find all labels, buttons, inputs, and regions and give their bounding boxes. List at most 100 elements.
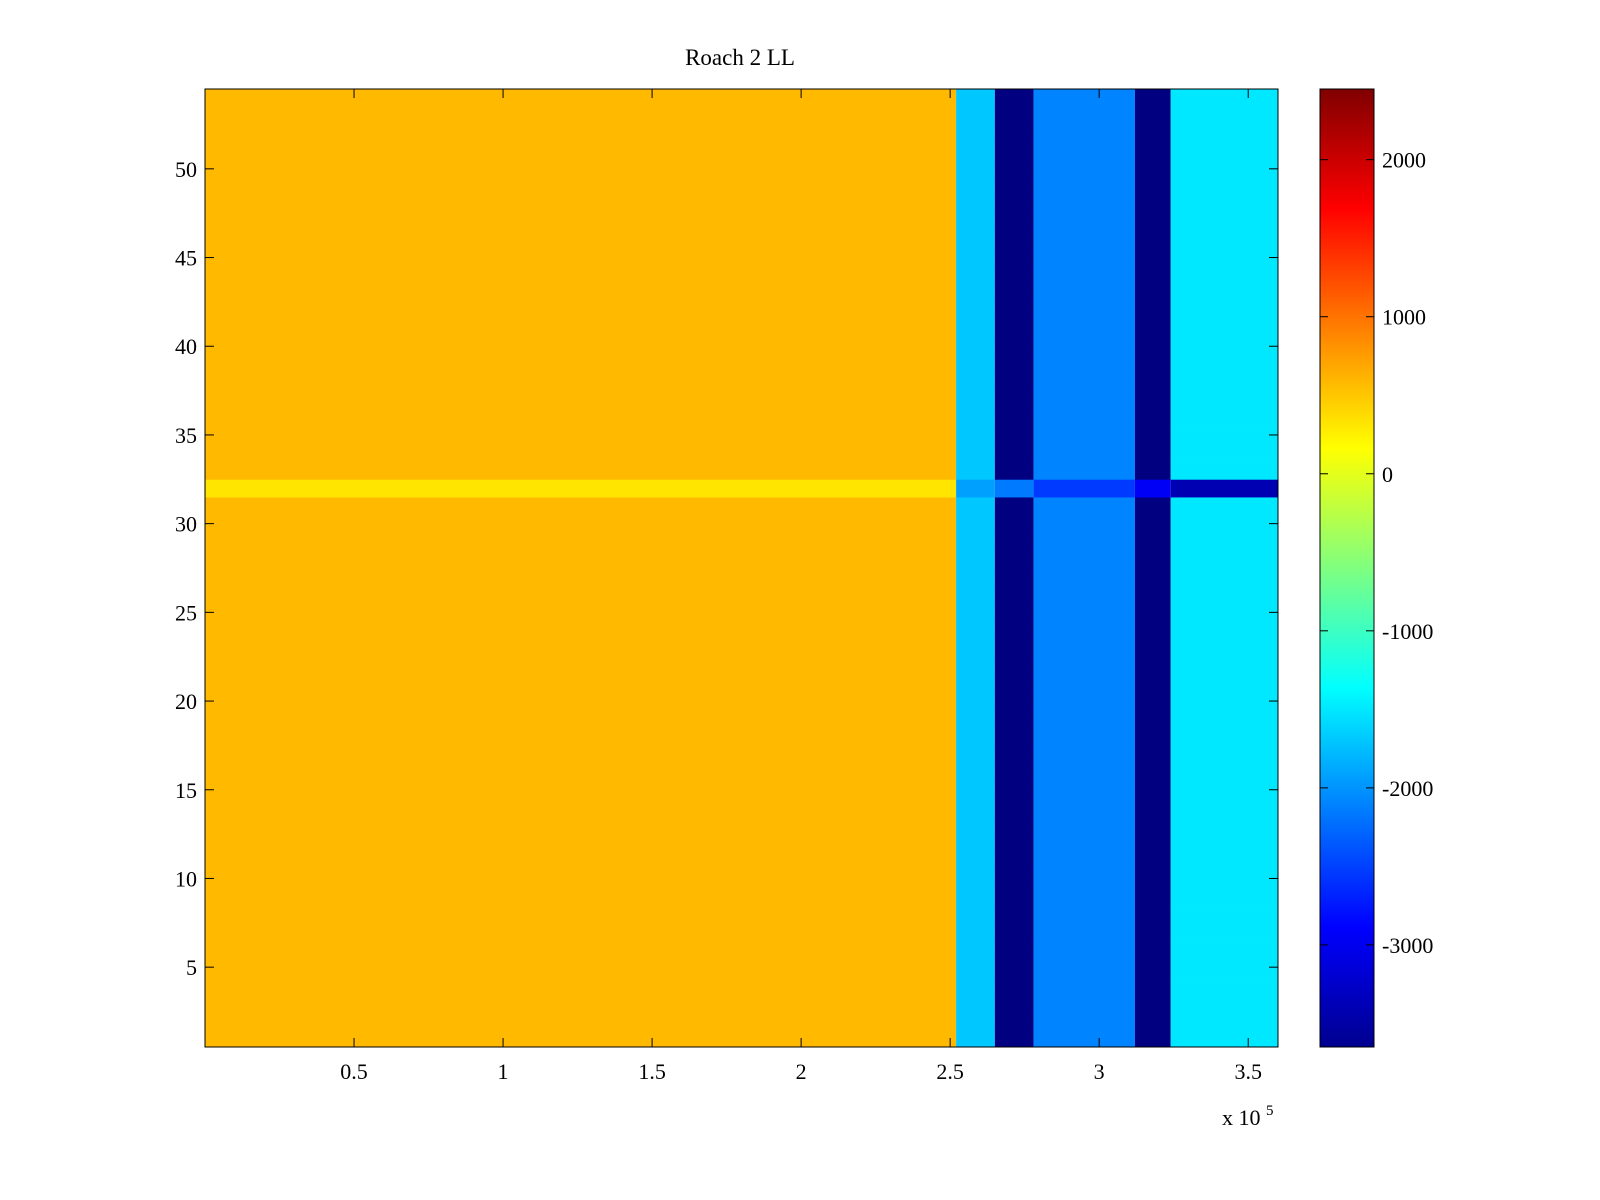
x-axis-exponent-label: x 10 5: [1222, 1103, 1274, 1130]
y-tick-label: 20: [175, 689, 197, 714]
heatmap-cell: [205, 851, 957, 870]
heatmap-cell: [994, 195, 1034, 214]
x-tick-label: 2.5: [936, 1059, 964, 1084]
heatmap-cell: [1033, 621, 1135, 640]
heatmap-cell: [1134, 213, 1171, 232]
heatmap-cell: [1033, 426, 1135, 445]
heatmap-cell: [956, 319, 995, 338]
heatmap-cell: [205, 585, 957, 604]
heatmap-cell: [1170, 408, 1278, 427]
heatmap-cell: [994, 355, 1034, 374]
heatmap-cell: [1033, 284, 1135, 303]
y-tick-label: 40: [175, 334, 197, 359]
heatmap-cell: [1134, 922, 1171, 941]
heatmap-cell: [1033, 213, 1135, 232]
heatmap-cell: [956, 514, 995, 533]
heatmap-cell: [205, 284, 957, 303]
heatmap-cell: [205, 532, 957, 551]
heatmap-cell: [956, 284, 995, 303]
heatmap-cell: [1170, 497, 1278, 516]
heatmap-cell: [994, 532, 1034, 551]
heatmap-cell: [1033, 763, 1135, 782]
heatmap-cell: [1134, 940, 1171, 959]
heatmap-cell: [994, 443, 1034, 462]
heatmap-cell: [1134, 745, 1171, 764]
heatmap-cell: [994, 319, 1034, 338]
heatmap-cell: [1033, 851, 1135, 870]
heatmap-cell: [1134, 532, 1171, 551]
heatmap-cell: [994, 940, 1034, 959]
heatmap-cell: [1134, 550, 1171, 569]
heatmap-cell: [205, 106, 957, 125]
heatmap-cell: [956, 550, 995, 569]
heatmap-cell: [1134, 780, 1171, 800]
heatmap-cell: [956, 780, 995, 800]
heatmap-cell: [1170, 550, 1278, 569]
heatmap-cell: [1170, 976, 1278, 995]
heatmap-cell: [1170, 355, 1278, 374]
heatmap-cell: [1170, 674, 1278, 693]
heatmap-cell: [994, 514, 1034, 533]
heatmap-cell: [205, 745, 957, 764]
heatmap-cell: [1170, 159, 1278, 179]
heatmap-cell: [1134, 656, 1171, 675]
heatmap-cell: [1170, 301, 1278, 321]
y-tick-label: 15: [175, 778, 197, 803]
heatmap-cell: [1170, 230, 1278, 250]
heatmap-cell: [1033, 638, 1135, 658]
heatmap-cell: [956, 922, 995, 941]
heatmap-cell: [1170, 568, 1278, 587]
heatmap-cell: [994, 479, 1034, 498]
heatmap-cell: [956, 106, 995, 125]
x-tick-label: 1.5: [638, 1059, 666, 1084]
heatmap-cell: [1033, 301, 1135, 321]
heatmap-cell: [994, 958, 1034, 977]
chart-title: Roach 2 LL: [685, 45, 795, 70]
heatmap-cell: [205, 89, 957, 108]
heatmap-cell: [994, 851, 1034, 870]
heatmap-cell: [956, 585, 995, 604]
heatmap-cell: [956, 798, 995, 817]
heatmap-cell: [1170, 1029, 1278, 1048]
heatmap-cell: [1033, 355, 1135, 374]
heatmap-cell: [1134, 284, 1171, 303]
x-axis: 0.5 1 1.5 2 2.5 3 3.5: [340, 89, 1262, 1084]
heatmap-cell: [205, 993, 957, 1012]
heatmap-cell: [1170, 319, 1278, 338]
heatmap-cell: [1134, 195, 1171, 214]
heatmap-cell: [956, 159, 995, 179]
heatmap-cell: [205, 976, 957, 995]
heatmap-cell: [1170, 532, 1278, 551]
heatmap-cell: [994, 603, 1034, 622]
heatmap-cell: [1134, 337, 1171, 356]
heatmap-cell: [1134, 834, 1171, 853]
y-tick-label: 35: [175, 423, 197, 448]
heatmap-cell: [994, 284, 1034, 303]
heatmap-cell: [205, 266, 957, 285]
heatmap-cell: [994, 301, 1034, 321]
heatmap-cell: [1033, 709, 1135, 729]
heatmap-cell: [1033, 745, 1135, 764]
heatmap-cell: [1134, 674, 1171, 693]
x-tick-label: 3.5: [1234, 1059, 1262, 1084]
heatmap-cell: [956, 230, 995, 250]
heatmap-cell: [1134, 124, 1171, 143]
heatmap-cell: [1033, 408, 1135, 427]
heatmap-cell: [1033, 869, 1135, 888]
heatmap-cell: [1170, 124, 1278, 143]
heatmap-cell: [205, 301, 957, 321]
heatmap-cell: [994, 585, 1034, 604]
heatmap-cell: [205, 638, 957, 658]
heatmap-cell: [1134, 727, 1171, 746]
x-tick-label: 0.5: [340, 1059, 368, 1084]
heatmap-cell: [1033, 798, 1135, 817]
heatmap-cell: [956, 443, 995, 462]
y-tick-label: 5: [186, 955, 197, 980]
heatmap-cell: [1033, 568, 1135, 587]
heatmap-cell: [1134, 443, 1171, 462]
heatmap-cell: [1170, 106, 1278, 125]
heatmap-cell: [1033, 372, 1135, 391]
heatmap-cell: [956, 390, 995, 409]
heatmap-cell: [1170, 621, 1278, 640]
heatmap-cell: [994, 1029, 1034, 1048]
